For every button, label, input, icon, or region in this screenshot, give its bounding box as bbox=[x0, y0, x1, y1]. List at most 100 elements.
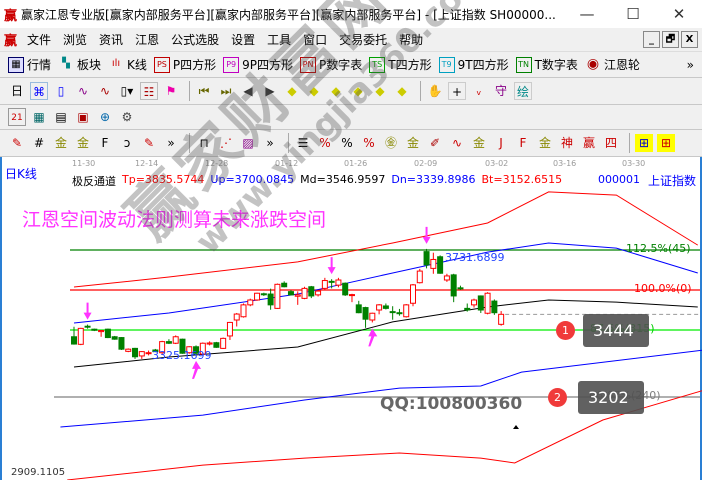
f-lines-icon[interactable]: F bbox=[101, 136, 109, 150]
four-angle-icon[interactable]: 四 bbox=[604, 136, 617, 150]
quotes-button[interactable]: ▦ 行情 bbox=[8, 56, 51, 73]
hand-icon[interactable]: ✋ bbox=[427, 84, 443, 98]
calendar-icon[interactable]: 21 bbox=[8, 108, 26, 126]
candle-body bbox=[410, 284, 416, 304]
menu-trade[interactable]: 交易委托 bbox=[339, 33, 388, 47]
kline9-icon[interactable]: ∿ bbox=[99, 84, 111, 98]
t-number-table-button[interactable]: TN T数字表 bbox=[515, 56, 578, 73]
f-angle-icon[interactable]: F bbox=[519, 136, 527, 150]
up-value: Up=3700.0845 bbox=[210, 173, 295, 186]
flag-icon[interactable]: ⚑ bbox=[165, 84, 177, 98]
god-angle-icon[interactable]: 神 bbox=[560, 136, 573, 150]
p-square-button[interactable]: PS P四方形 bbox=[153, 56, 216, 73]
mdi-restore-button[interactable]: 🗗 bbox=[662, 31, 679, 48]
grid-layout-icon[interactable]: ⊞ bbox=[635, 134, 653, 152]
notes-icon[interactable]: ▤ bbox=[55, 110, 67, 124]
fan-icon[interactable]: ⋰ bbox=[220, 136, 232, 150]
clipboard-icon[interactable]: ▯ bbox=[57, 84, 65, 98]
first-icon[interactable]: ⏮ bbox=[198, 84, 210, 98]
grid-lines-icon[interactable]: # bbox=[33, 136, 45, 150]
gold-bars-icon[interactable]: 金 bbox=[406, 136, 419, 150]
spiral-icon[interactable]: ↄ bbox=[123, 136, 131, 150]
menu-window[interactable]: 窗口 bbox=[303, 33, 328, 47]
toolbar-overflow-button[interactable]: » bbox=[686, 57, 694, 72]
gold-lines2-icon[interactable]: 金 bbox=[76, 136, 89, 150]
menu-formula[interactable]: 公式选股 bbox=[171, 33, 220, 47]
gold-angle-icon[interactable]: 金 bbox=[538, 136, 551, 150]
close-button[interactable]: ✕ bbox=[672, 5, 686, 23]
gold-circle-icon[interactable]: ㊎ bbox=[384, 136, 397, 150]
network-icon[interactable]: ⊕ bbox=[99, 110, 111, 124]
layout-icon[interactable]: 绘 bbox=[514, 82, 532, 100]
date-tick: 11-30 bbox=[72, 159, 96, 168]
maximize-button[interactable]: ☐ bbox=[626, 5, 640, 23]
save-icon[interactable]: ▣ bbox=[77, 110, 89, 124]
ruler-icon[interactable]: ☰ bbox=[297, 136, 309, 150]
box-icon[interactable]: ⊓ bbox=[199, 136, 209, 150]
app-menu-logo[interactable]: 赢 bbox=[4, 34, 18, 49]
gann-wheel-button[interactable]: ◉ 江恩轮 bbox=[586, 55, 640, 73]
9p-square-button[interactable]: P9 9P四方形 bbox=[223, 56, 293, 73]
crosshair-icon[interactable]: + bbox=[448, 82, 466, 100]
t9-icon: T9 bbox=[438, 56, 455, 73]
band-line-upper-outer bbox=[73, 191, 699, 288]
win-angle-icon[interactable]: 赢 bbox=[582, 136, 595, 150]
menu-info[interactable]: 资讯 bbox=[99, 33, 124, 47]
indicator-icon[interactable]: 守 bbox=[494, 84, 507, 98]
menu-gann[interactable]: 江恩 bbox=[135, 33, 160, 47]
percent-red-icon[interactable]: % bbox=[319, 136, 331, 150]
calculator-icon[interactable]: ▦ bbox=[33, 110, 45, 124]
expand-icon[interactable]: ◆ bbox=[331, 84, 341, 98]
sectors-button[interactable]: ▚ 板块 bbox=[58, 56, 101, 73]
t-square-button[interactable]: TS T四方形 bbox=[369, 56, 432, 73]
menu-settings[interactable]: 设置 bbox=[231, 33, 256, 47]
shift-right-icon[interactable]: ◆ bbox=[309, 84, 319, 98]
separator bbox=[189, 133, 190, 153]
j-angle-icon[interactable]: J bbox=[499, 136, 503, 150]
mdi-minimize-button[interactable]: _ bbox=[643, 31, 660, 48]
candle-body bbox=[423, 251, 430, 266]
gold-lines-icon[interactable]: 金 bbox=[54, 136, 67, 150]
gold-red-icon[interactable]: 金 bbox=[472, 136, 485, 150]
candle-body bbox=[274, 283, 281, 309]
kline-button[interactable]: ılı K线 bbox=[108, 56, 147, 73]
pen-icon[interactable]: ✎ bbox=[11, 136, 23, 150]
date-tick: 01-26 bbox=[344, 159, 368, 168]
p-number-table-button[interactable]: PN P数字表 bbox=[300, 56, 362, 73]
more-gann-icon[interactable]: » bbox=[266, 136, 274, 150]
grid-layout2-icon[interactable]: ⊞ bbox=[657, 134, 675, 152]
candle-body bbox=[159, 341, 166, 354]
minimize-button[interactable]: — bbox=[579, 5, 595, 23]
candle-type-icon[interactable]: ▯▾ bbox=[120, 84, 134, 98]
last-icon[interactable]: ⏭ bbox=[220, 84, 232, 98]
prev-icon[interactable]: ◀ bbox=[243, 84, 253, 98]
connect-icon[interactable]: ⚙ bbox=[121, 110, 133, 124]
menu-file[interactable]: 文件 bbox=[27, 33, 52, 47]
menu-tools[interactable]: 工具 bbox=[267, 33, 292, 47]
menu-browse[interactable]: 浏览 bbox=[63, 33, 88, 47]
percent-lines-icon[interactable]: % bbox=[363, 136, 375, 150]
indicator-header: 极反通道 Tp=3835.5744 Up=3700.0845 Md=3546.9… bbox=[72, 173, 562, 189]
percent-icon[interactable]: % bbox=[341, 136, 353, 150]
pen-grid-icon[interactable]: ✎ bbox=[143, 136, 155, 150]
zoom-in-icon[interactable]: ◆ bbox=[375, 84, 385, 98]
band-line-upper-inner bbox=[73, 242, 698, 324]
wave-icon[interactable]: ∿ bbox=[451, 136, 463, 150]
shrink-icon[interactable]: ◆ bbox=[353, 84, 363, 98]
candle-body bbox=[315, 290, 322, 296]
shift-left-icon[interactable]: ◆ bbox=[287, 84, 297, 98]
line-tool-icon[interactable]: ᵥ bbox=[476, 84, 482, 98]
period-label[interactable]: 日K线 bbox=[5, 167, 37, 181]
next-icon[interactable]: ▶ bbox=[265, 84, 275, 98]
gann-box-icon[interactable]: ▨ bbox=[242, 136, 254, 150]
gann-face-icon[interactable]: ☷ bbox=[140, 82, 158, 100]
chart-mode-icon[interactable]: ⌘ bbox=[30, 82, 48, 100]
kline3-icon[interactable]: ∿ bbox=[77, 84, 89, 98]
more-draw-icon[interactable]: » bbox=[167, 136, 175, 150]
candle-body bbox=[498, 313, 505, 325]
mdi-close-button[interactable]: X bbox=[681, 31, 698, 48]
pencil-icon[interactable]: ✐ bbox=[429, 136, 441, 150]
menu-help[interactable]: 帮助 bbox=[399, 33, 424, 47]
9t-square-button[interactable]: T9 9T四方形 bbox=[438, 56, 509, 73]
zoom-out-icon[interactable]: ◆ bbox=[397, 84, 407, 98]
